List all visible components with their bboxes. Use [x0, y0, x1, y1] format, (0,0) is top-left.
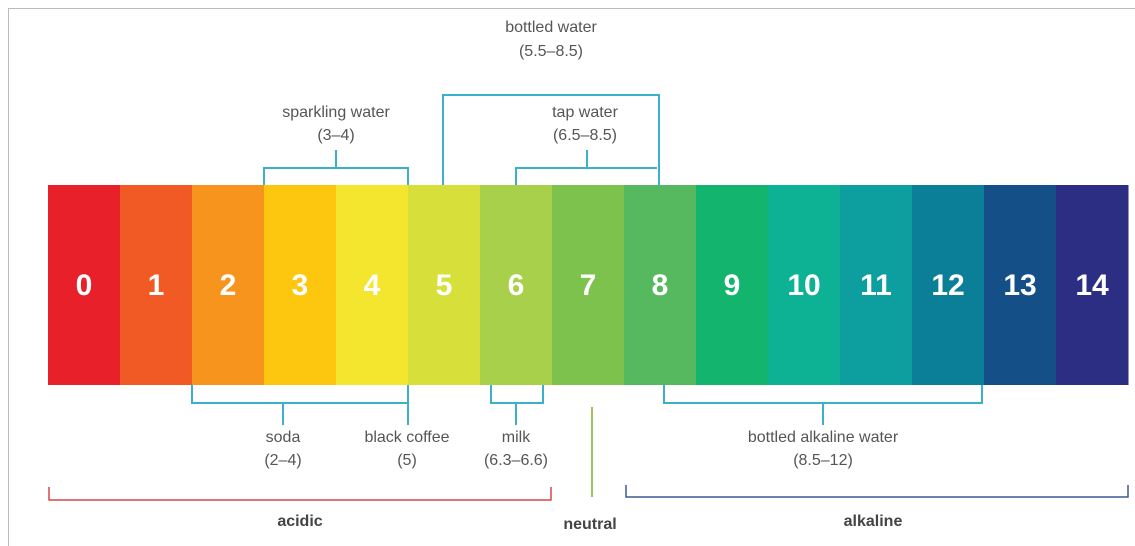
scale-segment: [192, 185, 265, 385]
annotation-range: (3–4): [317, 127, 354, 144]
scale-segment: [264, 185, 337, 385]
scale-segment: [912, 185, 985, 385]
annotation-name: tap water: [552, 104, 618, 121]
scale-segment: [336, 185, 409, 385]
scale-segment: [48, 185, 121, 385]
scale-number: 6: [508, 269, 525, 302]
scale-number: 13: [1003, 269, 1036, 302]
scale-segment: [552, 185, 625, 385]
scale-number: 2: [220, 269, 237, 302]
scale-segment: [408, 185, 481, 385]
scale-number: 12: [931, 269, 964, 302]
scale-segment: [840, 185, 913, 385]
scale-number: 5: [436, 269, 453, 302]
annotation-name: bottled water: [505, 19, 597, 36]
annotation-range: (6.3–6.6): [484, 452, 548, 469]
annotation-name: sparkling water: [282, 104, 390, 121]
scale-segment: [480, 185, 553, 385]
bracket: [663, 385, 983, 425]
scale-segment: [1056, 185, 1129, 385]
scale-segment: [696, 185, 769, 385]
annotation-name: bottled alkaline water: [748, 429, 899, 446]
scale-number: 11: [860, 269, 892, 302]
scale-number: 7: [580, 269, 597, 302]
bracket: [263, 150, 409, 185]
annotation-range: (5): [397, 452, 417, 469]
annotation-range: (2–4): [264, 452, 301, 469]
annotation-name: milk: [502, 429, 531, 446]
annotation-name: black coffee: [364, 429, 449, 446]
bracket: [191, 385, 408, 425]
scale-number: 4: [364, 269, 381, 302]
scale-number: 1: [148, 269, 165, 302]
scale-number: 10: [787, 269, 820, 302]
annotation-range: (6.5–8.5): [553, 127, 617, 144]
annotation-range: (8.5–12): [793, 452, 853, 469]
scale-segment: [984, 185, 1057, 385]
bracket: [515, 150, 657, 185]
frame: [8, 8, 1135, 546]
region-label: alkaline: [844, 513, 903, 530]
scale-number: 14: [1075, 269, 1109, 302]
scale-number: 8: [652, 269, 669, 302]
bracket: [442, 94, 660, 185]
scale-bar: 0 1 2 3 4 5 6 7 8 9 10 11 12 13 14: [48, 185, 1129, 385]
annotation-name: soda: [266, 429, 301, 446]
scale-segment: [624, 185, 697, 385]
scale-segment: [120, 185, 193, 385]
annotation-range: (5.5–8.5): [519, 43, 583, 60]
scale-number: 9: [724, 269, 741, 302]
scale-segment: [768, 185, 841, 385]
region-bracket: [625, 485, 1129, 498]
region-bracket: [48, 487, 552, 501]
scale-number: 3: [292, 269, 309, 302]
region-label: neutral: [563, 516, 616, 533]
region-label: acidic: [277, 513, 322, 530]
scale-number: 0: [76, 269, 93, 302]
bracket: [490, 385, 544, 425]
